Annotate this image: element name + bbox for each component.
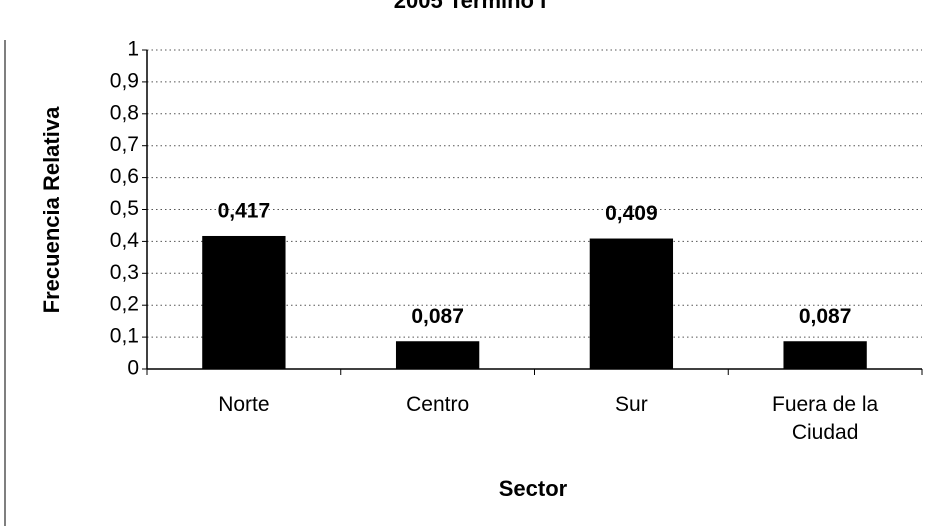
x-tick-label: Fuera de la Ciudad — [772, 393, 879, 444]
data-label: 0,087 — [799, 305, 852, 328]
data-label: 0,417 — [218, 200, 271, 223]
y-tick-label: 0,2 — [110, 293, 139, 316]
y-tick-label: 0,1 — [110, 325, 139, 348]
y-tick-label: 0,8 — [110, 101, 139, 124]
x-tick-label: Sur — [615, 393, 648, 416]
y-tick-label: 0,6 — [110, 165, 139, 188]
bar — [783, 341, 867, 369]
y-tick-label: 0,3 — [110, 261, 139, 284]
y-tick-label: 0,5 — [110, 197, 139, 220]
data-label: 0,409 — [605, 202, 658, 225]
y-axis-label: Frecuencia Relativa — [39, 106, 64, 313]
x-axis-label: Sector — [499, 476, 568, 501]
y-tick-label: 1 — [127, 38, 139, 61]
y-tick-label: 0,7 — [110, 133, 139, 156]
bar — [395, 341, 480, 369]
y-tick-label: 0 — [127, 357, 139, 380]
x-tick-label: Centro — [406, 393, 470, 416]
bar — [589, 238, 674, 369]
x-tick-label: Norte — [218, 393, 270, 416]
data-label: 0,087 — [411, 305, 464, 328]
chart-title: 2005 Termino I — [394, 0, 546, 13]
bar — [202, 235, 286, 369]
y-tick-label: 0,4 — [110, 229, 140, 252]
y-tick-label: 0,9 — [110, 69, 139, 92]
